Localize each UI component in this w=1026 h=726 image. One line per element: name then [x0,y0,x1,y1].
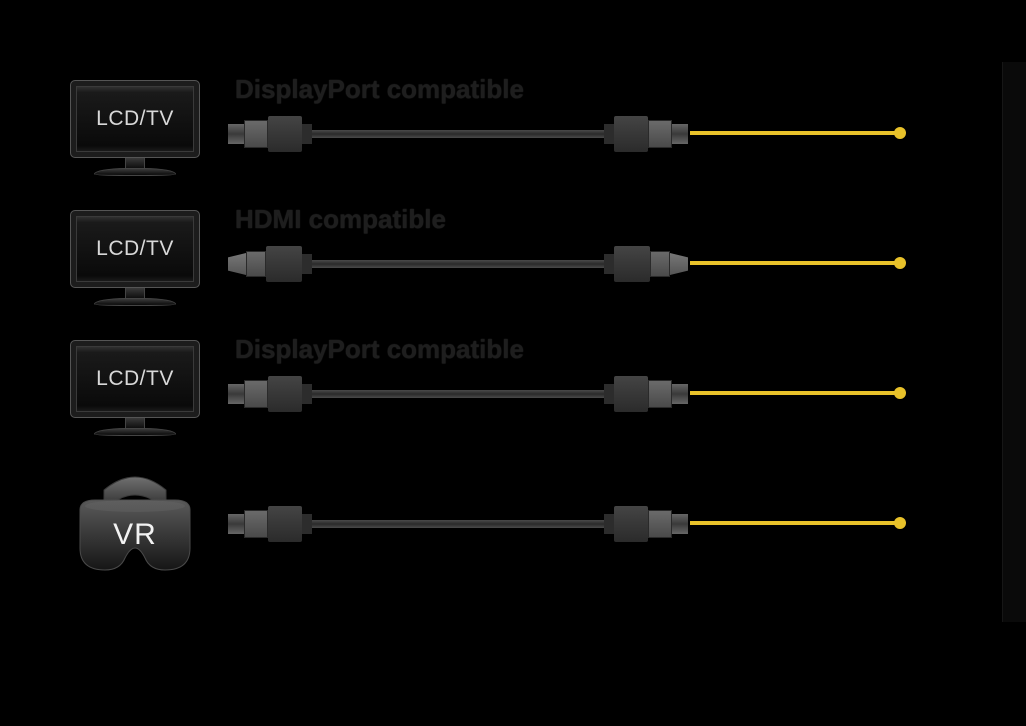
cable [228,112,688,156]
device-vr-headset: VR [70,470,200,570]
lead-line [690,261,900,265]
connector-right-icon [610,376,688,412]
device-monitor: LCD/TV [70,80,200,176]
cable-wire [312,130,604,138]
connector-right-icon [610,116,688,152]
monitor-base [94,298,176,306]
device-monitor: LCD/TV [70,340,200,436]
monitor-base [94,428,176,436]
monitor-base [94,168,176,176]
cable-wire [312,520,604,528]
connection-row-3: LCD/TV DisplayPort compatible [0,340,1026,470]
connector-left-icon [228,246,306,282]
device-label: VR [70,518,200,552]
cable [228,372,688,416]
device-label: LCD/TV [71,341,199,417]
monitor-screen: LCD/TV [70,80,200,158]
connection-row-4: VR [0,470,1026,600]
device-label: LCD/TV [71,81,199,157]
connection-row-2: LCD/TV HDMI compatible [0,210,1026,340]
monitor-screen: LCD/TV [70,340,200,418]
connector-right-icon [610,506,688,542]
cable [228,242,688,286]
lead-line [690,391,900,395]
monitor-screen: LCD/TV [70,210,200,288]
connector-right-icon [610,246,688,282]
cable-caption: HDMI compatible [235,204,446,235]
cable [228,502,688,546]
device-label: LCD/TV [71,211,199,287]
monitor-neck [125,158,145,168]
connector-left-icon [228,376,306,412]
cable-wire [312,390,604,398]
connector-left-icon [228,116,306,152]
lead-line [690,131,900,135]
cable-wire [312,260,604,268]
device-monitor: LCD/TV [70,210,200,306]
connection-row-1: LCD/TV DisplayPort compatible [0,80,1026,210]
monitor-neck [125,418,145,428]
monitor-neck [125,288,145,298]
lead-line [690,521,900,525]
cable-caption: DisplayPort compatible [235,334,524,365]
cable-caption: DisplayPort compatible [235,74,524,105]
connector-left-icon [228,506,306,542]
